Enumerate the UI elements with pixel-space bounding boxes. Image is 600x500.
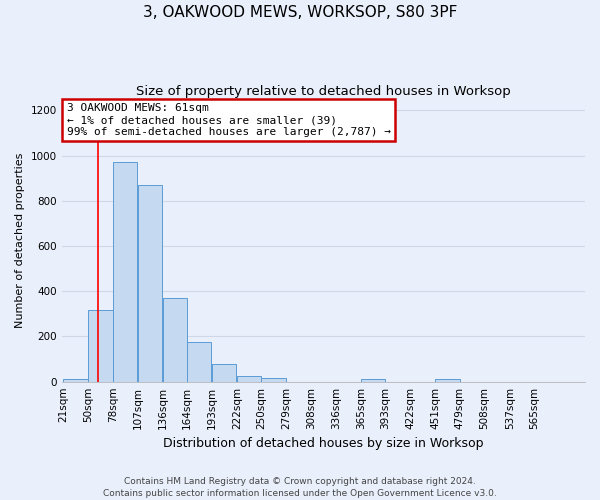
X-axis label: Distribution of detached houses by size in Worksop: Distribution of detached houses by size … — [163, 437, 484, 450]
Bar — [138, 185, 162, 382]
Text: 3, OAKWOOD MEWS, WORKSOP, S80 3PF: 3, OAKWOOD MEWS, WORKSOP, S80 3PF — [143, 5, 457, 20]
Bar — [187, 342, 211, 382]
Bar — [88, 310, 113, 382]
Bar — [436, 380, 460, 382]
Bar — [113, 162, 137, 382]
Bar — [64, 380, 88, 382]
Title: Size of property relative to detached houses in Worksop: Size of property relative to detached ho… — [136, 85, 511, 98]
Text: 3 OAKWOOD MEWS: 61sqm
← 1% of detached houses are smaller (39)
99% of semi-detac: 3 OAKWOOD MEWS: 61sqm ← 1% of detached h… — [67, 104, 391, 136]
Bar — [212, 364, 236, 382]
Y-axis label: Number of detached properties: Number of detached properties — [15, 152, 25, 328]
Bar — [163, 298, 187, 382]
Bar — [262, 378, 286, 382]
Bar — [237, 376, 262, 382]
Text: Contains HM Land Registry data © Crown copyright and database right 2024.
Contai: Contains HM Land Registry data © Crown c… — [103, 476, 497, 498]
Bar — [361, 380, 385, 382]
